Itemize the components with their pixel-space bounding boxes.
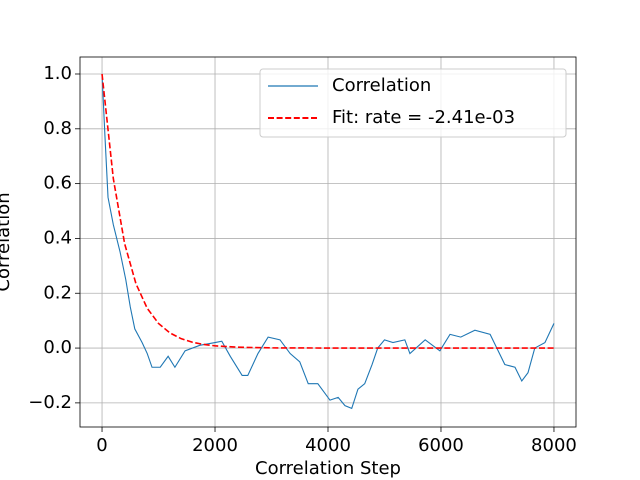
y-tick-label: 0.2	[43, 282, 72, 303]
x-tick-label: 8000	[531, 435, 577, 456]
y-tick-label: 0.6	[43, 173, 72, 194]
x-tick-label: 2000	[192, 435, 238, 456]
plot-frame	[79, 56, 577, 428]
x-tick-label: 0	[96, 435, 107, 456]
y-tick-label: 0.4	[43, 227, 72, 248]
data-line	[101, 73, 554, 349]
x-tick-label: 6000	[418, 435, 464, 456]
y-tick-label: 1.0	[43, 63, 72, 84]
legend-label: Fit: rate = -2.41e-03	[332, 107, 515, 128]
legend: Correlation Fit: rate = -2.41e-03	[259, 68, 567, 138]
y-axis-label: Correlation	[0, 192, 14, 291]
legend-label: Correlation	[332, 75, 431, 96]
x-tick-label: 4000	[305, 435, 351, 456]
data-line	[101, 73, 555, 410]
y-tick-label: 0.8	[43, 118, 72, 139]
legend-box	[259, 68, 567, 138]
y-tick-label: 0.0	[43, 337, 72, 358]
x-axis-label: Correlation Step	[255, 458, 401, 479]
y-tick-label: −0.2	[28, 392, 72, 413]
